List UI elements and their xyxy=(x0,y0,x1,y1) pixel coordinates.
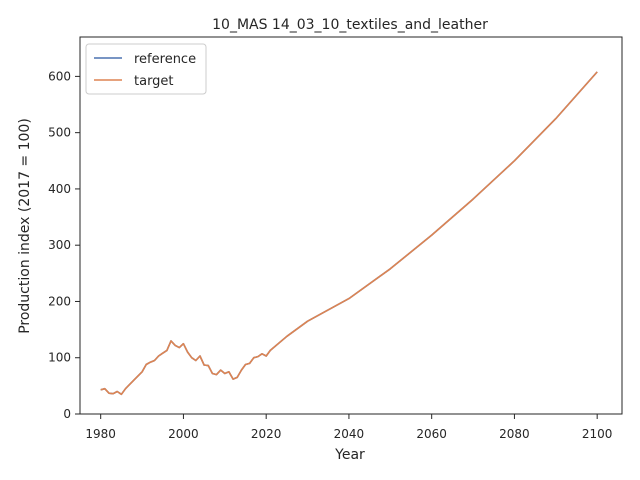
x-tick-label: 2080 xyxy=(499,427,530,441)
legend-box xyxy=(85,43,207,95)
x-tick-label: 2040 xyxy=(334,427,365,441)
x-tick-label: 2100 xyxy=(582,427,613,441)
y-tick-label: 0 xyxy=(63,407,71,421)
x-tick-label: 1980 xyxy=(85,427,116,441)
series-line-target xyxy=(100,71,598,396)
y-tick-label: 600 xyxy=(48,69,71,83)
x-tick-label: 2060 xyxy=(416,427,447,441)
axes-frame xyxy=(79,36,623,415)
x-axis-label: Year xyxy=(334,447,365,463)
legend-label-reference: reference xyxy=(134,52,196,67)
y-tick-label: 400 xyxy=(48,182,71,196)
plot-area: 1980 2000 2020 2040 2060 2080 2100 0 100 200 300 40… xyxy=(48,36,623,441)
y-tick-label: 300 xyxy=(48,238,71,252)
legend-label-target: target xyxy=(134,74,174,89)
y-tick-label: 100 xyxy=(48,351,71,365)
x-tick-label: 2020 xyxy=(251,427,282,441)
y-axis-label: Production index (2017 = 100) xyxy=(17,118,33,334)
x-tick-label: 2000 xyxy=(168,427,199,441)
y-tick-label: 200 xyxy=(48,294,71,308)
y-tick-label: 500 xyxy=(48,126,71,140)
chart-title: 10_MAS 14_03_10_textiles_and_leather xyxy=(212,17,488,33)
